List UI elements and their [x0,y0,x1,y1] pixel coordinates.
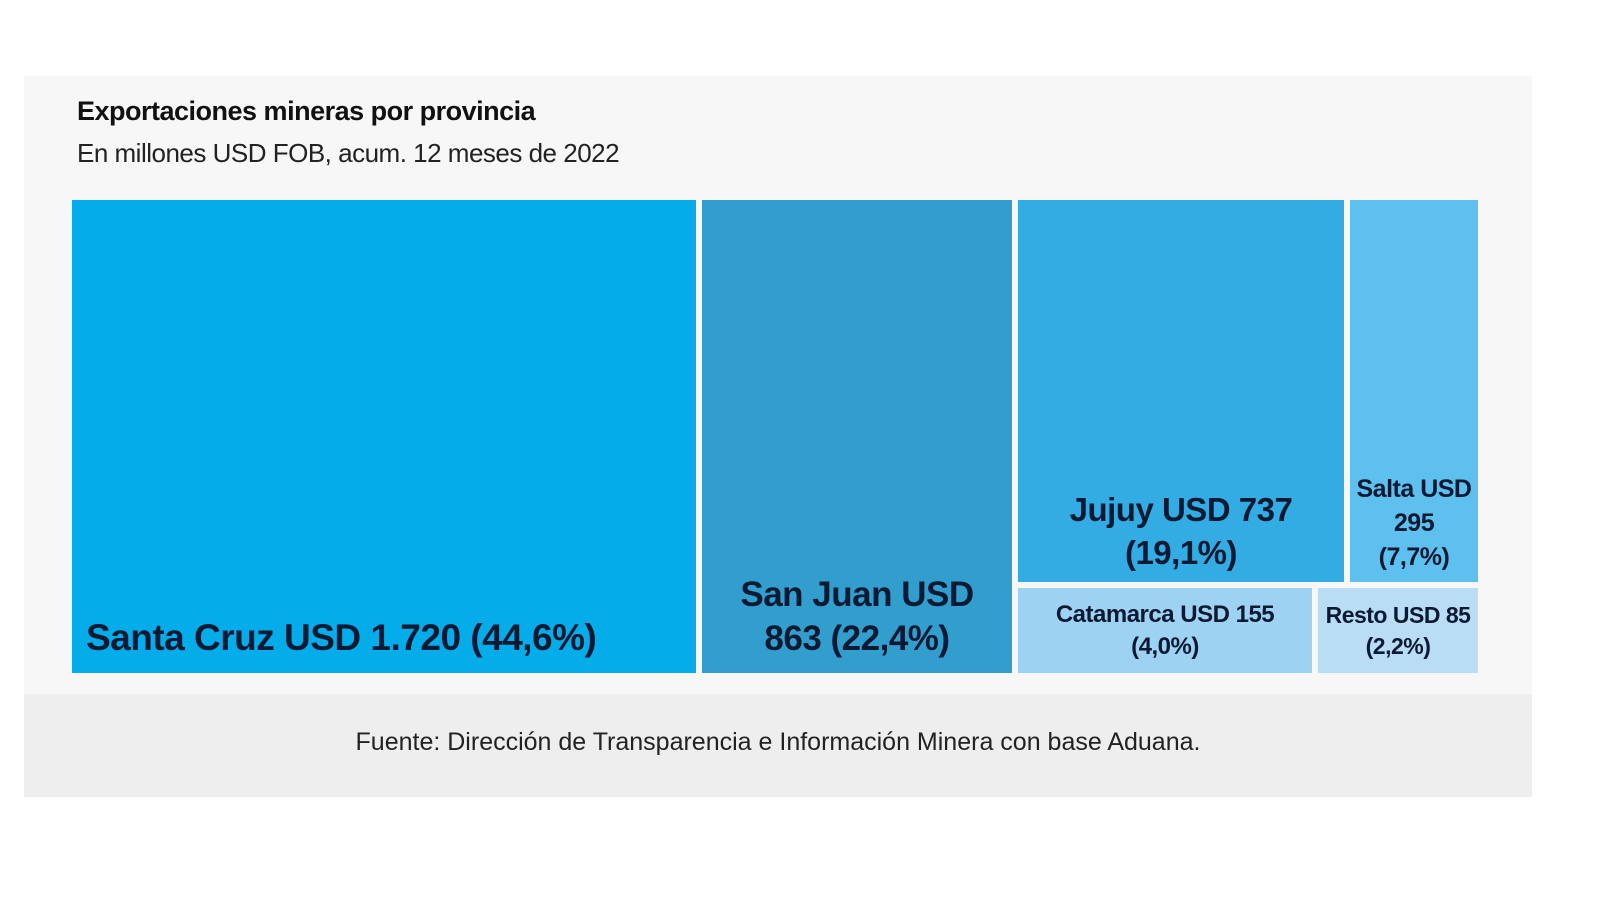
source-footer: Fuente: Dirección de Transparencia e Inf… [24,694,1532,797]
treemap-tile-jujuy: Jujuy USD 737 (19,1%) [1018,200,1344,582]
tile-label: Jujuy USD 737 (19,1%) [1069,491,1293,571]
tile-label: Resto USD 85 (2,2%) [1325,601,1471,659]
chart-title: Exportaciones mineras por provincia [77,96,536,126]
treemap-tile-salta: Salta USD 295 (7,7%) [1350,200,1478,582]
chart-subtitle: En millones USD FOB, acum. 12 meses de 2… [77,138,620,168]
treemap-tile-santa-cruz: Santa Cruz USD 1.720 (44,6%) [72,200,696,673]
treemap-tile-resto: Resto USD 85 (2,2%) [1318,588,1478,673]
source-note: Fuente: Dirección de Transparencia e Inf… [355,728,1201,756]
treemap-tile-san-juan: San Juan USD 863 (22,4%) [702,200,1012,673]
tile-label: San Juan USD 863 (22,4%) [740,575,974,658]
tile-label: Catamarca USD 155 (4,0%) [1055,600,1275,660]
treemap-tile-catamarca: Catamarca USD 155 (4,0%) [1018,588,1312,673]
tile-label: Santa Cruz USD 1.720 (44,6%) [86,617,597,658]
tile-label: Salta USD 295 (7,7%) [1356,475,1472,571]
